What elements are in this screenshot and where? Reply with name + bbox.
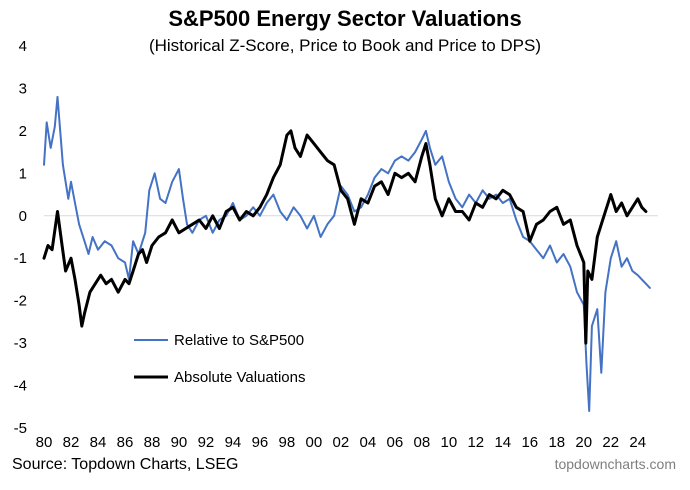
y-tick-label: 2 [19,123,27,140]
x-tick-label: 92 [198,434,215,451]
series-line-absolute [42,129,648,345]
chart-subtitle: (Historical Z-Score, Price to Book and P… [148,36,542,55]
y-tick-label: 4 [19,38,27,55]
x-tick-label: 12 [467,434,484,451]
x-tick-label: 84 [90,434,107,451]
x-tick-label: 10 [440,434,457,451]
y-tick-label: 1 [19,165,27,182]
x-tick-label: 18 [548,434,565,451]
x-tick-label: 00 [306,434,323,451]
x-tick-label: 06 [387,434,404,451]
y-tick-label: 3 [19,80,27,97]
x-tick-label: 96 [252,434,269,451]
x-tick-label: 08 [414,434,431,451]
legend-label-absolute: Absolute Valuations [174,369,305,386]
x-axis: 80 82 84 86 88 90 92 94 96 98 00 02 04 06 08 10 12 14 16 18… [36,434,646,451]
x-tick-label: 14 [494,434,511,451]
y-tick-label: -1 [14,250,27,267]
x-tick-label: 02 [333,434,350,451]
x-tick-label: 82 [63,434,80,451]
x-tick-label: 86 [117,434,134,451]
x-tick-label: 90 [171,434,188,451]
x-tick-label: 94 [225,434,242,451]
x-tick-label: 98 [279,434,296,451]
x-tick-label: 16 [521,434,538,451]
y-axis: -5 -4 -3 -2 -1 0 1 2 3 4 [14,38,27,437]
x-tick-label: 80 [36,434,53,451]
y-tick-label: -3 [14,335,27,352]
watermark: topdowncharts.com [554,456,676,472]
x-tick-label: 20 [575,434,592,451]
y-tick-label: 0 [19,208,27,225]
x-tick-label: 22 [602,434,619,451]
y-tick-label: -2 [14,293,27,310]
source-note: Source: Topdown Charts, LSEG [12,456,239,473]
y-tick-label: -4 [14,378,27,395]
x-tick-label: 88 [144,434,161,451]
y-tick-label: -5 [14,420,27,437]
series-line-relative [43,95,651,412]
x-tick-label: 24 [629,434,646,451]
legend: Relative to S&P500 Absolute Valuations [134,332,305,386]
chart-title: S&P500 Energy Sector Valuations [168,6,522,31]
x-tick-label: 04 [360,434,377,451]
plot-area [42,95,651,412]
legend-label-relative: Relative to S&P500 [174,332,304,349]
